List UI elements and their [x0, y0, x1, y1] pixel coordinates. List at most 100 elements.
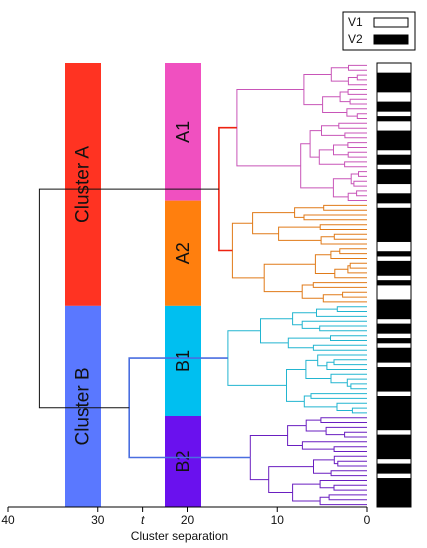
- variable-strip-cell: [377, 193, 411, 199]
- variable-strip-cell: [377, 424, 411, 431]
- variable-strip: [376, 62, 412, 508]
- subtree-a1-branch: [358, 171, 367, 177]
- subtree-a2-branch: [347, 265, 367, 274]
- subcluster-label-b1: B1: [173, 350, 193, 372]
- variable-strip-cell: [377, 87, 411, 93]
- cluster-label-a: Cluster A: [73, 146, 94, 223]
- variable-strip-cell: [377, 415, 411, 421]
- subtree-a1-branch: [347, 151, 367, 158]
- variable-strip-cell: [377, 482, 411, 489]
- variable-strip-cell: [377, 371, 411, 378]
- subtree-b2-branch: [344, 431, 367, 438]
- subtree-a1-branch: [300, 143, 334, 189]
- variable-strip-cell: [377, 270, 411, 276]
- subtree-a2-branch: [323, 204, 367, 211]
- subtree-a2-branch: [314, 254, 335, 274]
- subtree-a1-branch: [348, 64, 367, 71]
- subtree-a1-branch: [347, 142, 367, 148]
- variable-strip-cell: [377, 265, 411, 271]
- variable-strip-cell: [377, 169, 411, 175]
- subtree-b2-branch: [319, 480, 367, 489]
- subtree-b1-branch: [303, 395, 337, 408]
- variable-strip-cell: [377, 222, 411, 228]
- subtree-b1-branch: [316, 308, 367, 317]
- subcluster-label-a1: A1: [173, 121, 193, 143]
- subcluster-label-a2: A2: [173, 242, 193, 264]
- variable-strip-cell: [377, 227, 411, 233]
- x-tick-label: 10: [271, 513, 285, 527]
- variable-strip-cell: [377, 207, 411, 214]
- subtree-b1-branch: [330, 335, 367, 341]
- x-axis: 40 30 t 20 10 0 Cluster separation: [1, 506, 371, 543]
- legend-label-v2: V2: [348, 32, 363, 46]
- variable-strip-cell: [377, 420, 411, 426]
- subtree-b2-branch: [333, 455, 367, 465]
- legend-label-v1: V1: [348, 15, 363, 29]
- variable-strip-cell: [377, 77, 411, 83]
- subcluster-band-a2: [165, 200, 201, 306]
- variable-strip-cell: [377, 487, 411, 493]
- x-tick-label: 0: [364, 513, 371, 527]
- subtree-a2-branch: [342, 291, 367, 298]
- subtree-b2-branch: [319, 496, 367, 506]
- variable-strip-cell: [377, 106, 411, 112]
- variable-strip-cell: [377, 82, 411, 88]
- variable-strip-cell: [377, 352, 411, 358]
- variable-strip-cell: [377, 468, 411, 474]
- subtree-a1-branch: [344, 132, 367, 139]
- subtree-a2-branch: [294, 207, 324, 218]
- subtree-a2-branch: [312, 282, 367, 288]
- subtree-a1-branch: [333, 144, 349, 156]
- subtree-b2-branch: [268, 466, 314, 493]
- dendrogram-tree: [38, 64, 367, 506]
- subtree-a2-branch: [263, 263, 316, 293]
- subtree-b2-branch: [328, 494, 367, 501]
- subtree-a2-branch: [334, 268, 367, 279]
- subtree-b1-branch: [330, 373, 367, 384]
- variable-strip-cell: [377, 323, 411, 329]
- subtree-b2-branch: [305, 419, 327, 432]
- cluster-bands: Cluster A Cluster B A1 A2 B1 B2: [65, 63, 201, 507]
- variable-strip-cell: [377, 72, 411, 78]
- variable-strip-cell: [377, 405, 411, 411]
- subtree-b2-branch: [325, 426, 367, 436]
- subtree-a1-branch: [347, 89, 367, 95]
- subcluster-band-b1: [165, 305, 201, 416]
- cluster-band-a: [65, 63, 101, 306]
- subtree-b1-branch: [292, 312, 317, 326]
- variable-strip-cell: [377, 145, 411, 151]
- variable-strip-cell: [377, 309, 411, 315]
- cluster-label-b: Cluster B: [73, 367, 94, 445]
- variable-strip-cell: [377, 338, 411, 344]
- subtree-a1-branch: [303, 74, 332, 106]
- variable-strip-cell: [377, 304, 411, 310]
- subcluster-band-b2: [165, 415, 201, 507]
- subtree-a1-branch: [236, 89, 304, 167]
- subtree-b1-branch: [319, 325, 367, 332]
- subtree-a1-branch: [356, 74, 367, 81]
- subtree-b2-branch: [292, 483, 321, 502]
- variable-strip-cell: [377, 439, 411, 445]
- variable-strip-cell: [377, 159, 411, 165]
- variable-strip-cell: [377, 236, 411, 242]
- subtree-a1-branch: [338, 122, 367, 129]
- subcluster-band-a1: [165, 63, 201, 201]
- x-tick-label: 30: [91, 513, 105, 527]
- variable-strip-cell: [377, 453, 411, 460]
- variable-strip-cell: [377, 130, 411, 136]
- subtree-a1-branch: [330, 67, 349, 82]
- variable-strip-cell: [377, 357, 411, 363]
- variable-strip-cell: [377, 478, 411, 484]
- subtree-b2-branch: [330, 470, 367, 477]
- variable-strip-cell: [377, 217, 411, 223]
- variable-strip-cell: [377, 381, 411, 387]
- subtree-b1-branch: [301, 320, 367, 329]
- variable-strip-cell: [377, 410, 411, 416]
- variable-strip-cell: [377, 251, 411, 257]
- variable-strip-cell: [377, 434, 411, 440]
- x-tick-label: t: [141, 513, 145, 527]
- subtree-b1-branch: [326, 361, 367, 370]
